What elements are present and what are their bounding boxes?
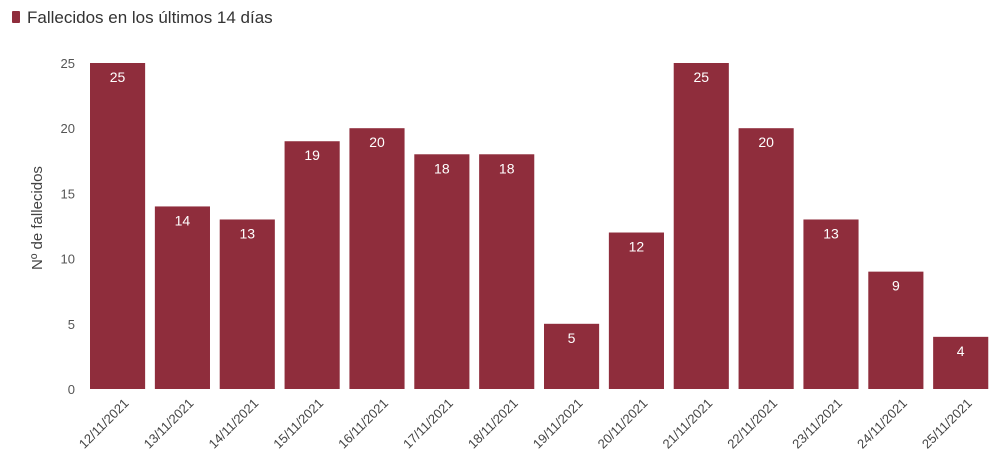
x-tick-label: 17/11/2021 (400, 396, 456, 452)
x-tick-label: 18/11/2021 (465, 396, 521, 452)
y-axis-ticks: 0 5 10 15 20 25 (61, 56, 75, 397)
bar (349, 128, 405, 389)
legend-label: Fallecidos en los últimos 14 días (27, 8, 273, 27)
y-tick-label: 15 (61, 186, 75, 201)
x-tick-label: 16/11/2021 (335, 396, 391, 452)
data-label: 4 (957, 343, 965, 359)
data-labels: 25 14 13 19 20 18 18 5 12 25 20 13 9 4 (110, 69, 965, 359)
y-tick-label: 5 (68, 317, 75, 332)
bars (90, 63, 989, 389)
data-label: 25 (110, 69, 126, 85)
y-tick-label: 10 (61, 252, 75, 267)
bar (608, 232, 664, 389)
x-axis-labels: 12/11/2021 13/11/2021 14/11/2021 15/11/2021… (76, 396, 975, 452)
x-tick-label: 23/11/2021 (789, 396, 845, 452)
x-tick-label: 15/11/2021 (270, 396, 326, 452)
data-label: 20 (369, 134, 385, 150)
data-label: 13 (823, 225, 839, 241)
data-label: 20 (758, 134, 774, 150)
x-tick-label: 25/11/2021 (919, 396, 975, 452)
bar (738, 128, 794, 389)
x-tick-label: 19/11/2021 (530, 396, 586, 452)
data-label: 18 (499, 160, 515, 176)
bar (154, 206, 210, 389)
bar (933, 336, 989, 389)
x-tick-label: 20/11/2021 (595, 396, 651, 452)
x-tick-label: 13/11/2021 (141, 396, 197, 452)
x-tick-label: 24/11/2021 (854, 396, 910, 452)
data-label: 12 (629, 239, 645, 255)
y-tick-label: 20 (61, 121, 75, 136)
legend: Fallecidos en los últimos 14 días (12, 8, 273, 27)
bar (673, 63, 729, 389)
x-tick-label: 12/11/2021 (76, 396, 132, 452)
data-label: 14 (175, 212, 191, 228)
x-tick-label: 22/11/2021 (724, 396, 780, 452)
bar (479, 154, 535, 389)
data-label: 13 (239, 225, 255, 241)
y-tick-label: 25 (61, 56, 75, 71)
data-label: 25 (693, 69, 709, 85)
x-tick-label: 21/11/2021 (659, 396, 715, 452)
bar (544, 323, 600, 389)
bar (414, 154, 470, 389)
y-axis-title: Nº de fallecidos (29, 166, 46, 270)
legend-swatch (12, 11, 20, 23)
bar (219, 219, 275, 389)
bar (90, 63, 146, 389)
bar (803, 219, 859, 389)
bar (284, 141, 340, 389)
data-label: 5 (568, 330, 576, 346)
bar (868, 271, 924, 389)
data-label: 9 (892, 278, 900, 294)
y-tick-label: 0 (68, 382, 75, 397)
x-tick-label: 14/11/2021 (205, 396, 261, 452)
data-label: 18 (434, 160, 450, 176)
data-label: 19 (304, 147, 320, 163)
